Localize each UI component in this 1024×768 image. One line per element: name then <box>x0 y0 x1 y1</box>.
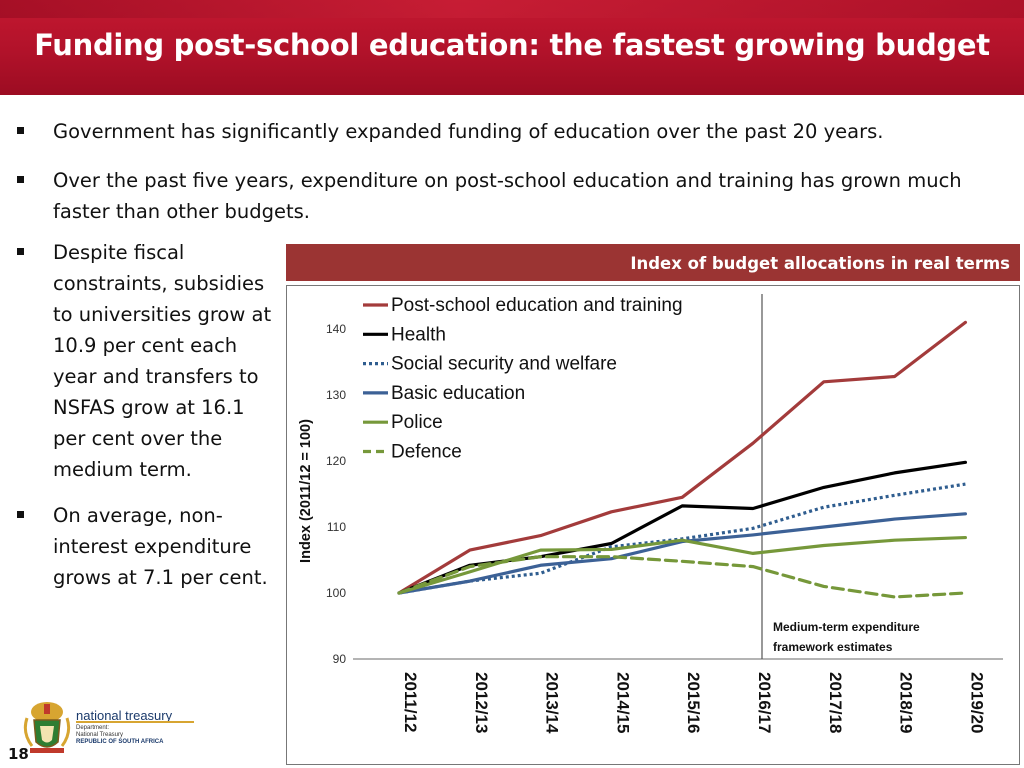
forecast-annotation-line-1: Medium-term expenditure <box>773 620 920 634</box>
bullet-square <box>17 511 24 518</box>
series-line-0 <box>397 320 968 595</box>
y-tick-label: 130 <box>326 388 346 402</box>
chart-container: Index (2011/12 = 100) 90 100 110 120 130 140 Me… <box>286 285 1020 765</box>
logo-rule <box>76 721 194 723</box>
legend-label: Police <box>391 412 443 433</box>
coat-of-arms-icon <box>23 702 71 753</box>
y-tick-label: 100 <box>326 586 346 600</box>
x-tick-label: 2018/19 <box>897 672 916 733</box>
series-line-5 <box>397 555 968 599</box>
x-tick-label: 2019/20 <box>967 672 986 733</box>
bullet-text: Despite fiscal constraints, subsidies to… <box>53 241 272 481</box>
logo-line-1: Department: <box>76 725 110 731</box>
y-tick-label: 140 <box>326 322 346 336</box>
bullet-square <box>17 248 24 255</box>
bullet-2: Over the past five years, expenditure on… <box>17 165 973 227</box>
legend-label: Defence <box>391 442 462 463</box>
national-treasury-logo: national treasury Department: National T… <box>22 698 194 756</box>
legend-label: Basic education <box>391 383 525 404</box>
bullet-1: Government has significantly expanded fu… <box>17 116 993 147</box>
series-line-1 <box>397 460 968 595</box>
x-tick-label: 2012/13 <box>472 672 491 733</box>
slide-title: Funding post-school education: the faste… <box>34 28 990 62</box>
bullet-square <box>17 127 24 134</box>
line-chart: Index (2011/12 = 100) 90 100 110 120 130 140 Me… <box>298 294 1003 734</box>
y-tick-label: 90 <box>333 652 347 666</box>
x-tick-label: 2017/18 <box>826 672 845 733</box>
chart-header: Index of budget allocations in real term… <box>286 244 1020 281</box>
page-number: 18 <box>8 745 29 763</box>
title-stripe <box>0 0 1024 18</box>
forecast-annotation-line-2: framework estimates <box>773 640 893 654</box>
y-axis-label: Index (2011/12 = 100) <box>298 419 314 563</box>
bullet-text: Government has significantly expanded fu… <box>53 120 884 143</box>
y-tick-label: 120 <box>326 454 346 468</box>
logo-name: national treasury <box>76 708 173 723</box>
x-tick-label: 2016/17 <box>755 672 774 733</box>
legend-label: Social security and welfare <box>391 354 617 375</box>
x-tick-label: 2013/14 <box>543 672 562 734</box>
legend-label: Health <box>391 324 446 345</box>
chart-title: Index of budget allocations in real term… <box>630 254 1010 273</box>
bullet-3: Despite fiscal constraints, subsidies to… <box>17 237 278 485</box>
x-tick-label: 2014/15 <box>613 672 632 733</box>
y-tick-label: 110 <box>327 520 346 534</box>
bullet-text: Over the past five years, expenditure on… <box>53 169 962 223</box>
bullet-square <box>17 176 24 183</box>
series-line-4 <box>397 535 968 595</box>
bullet-4: On average, non-interest expenditure gro… <box>17 500 278 593</box>
legend-label: Post-school education and training <box>391 295 683 316</box>
x-tick-label: 2015/16 <box>684 672 703 733</box>
logo-line-2: National Treasury <box>76 732 124 738</box>
title-bar: Funding post-school education: the faste… <box>0 0 1024 95</box>
bullet-text: On average, non-interest expenditure gro… <box>53 504 268 589</box>
logo-line-3: REPUBLIC OF SOUTH AFRICA <box>76 739 164 745</box>
x-tick-label: 2011/12 <box>401 672 420 733</box>
